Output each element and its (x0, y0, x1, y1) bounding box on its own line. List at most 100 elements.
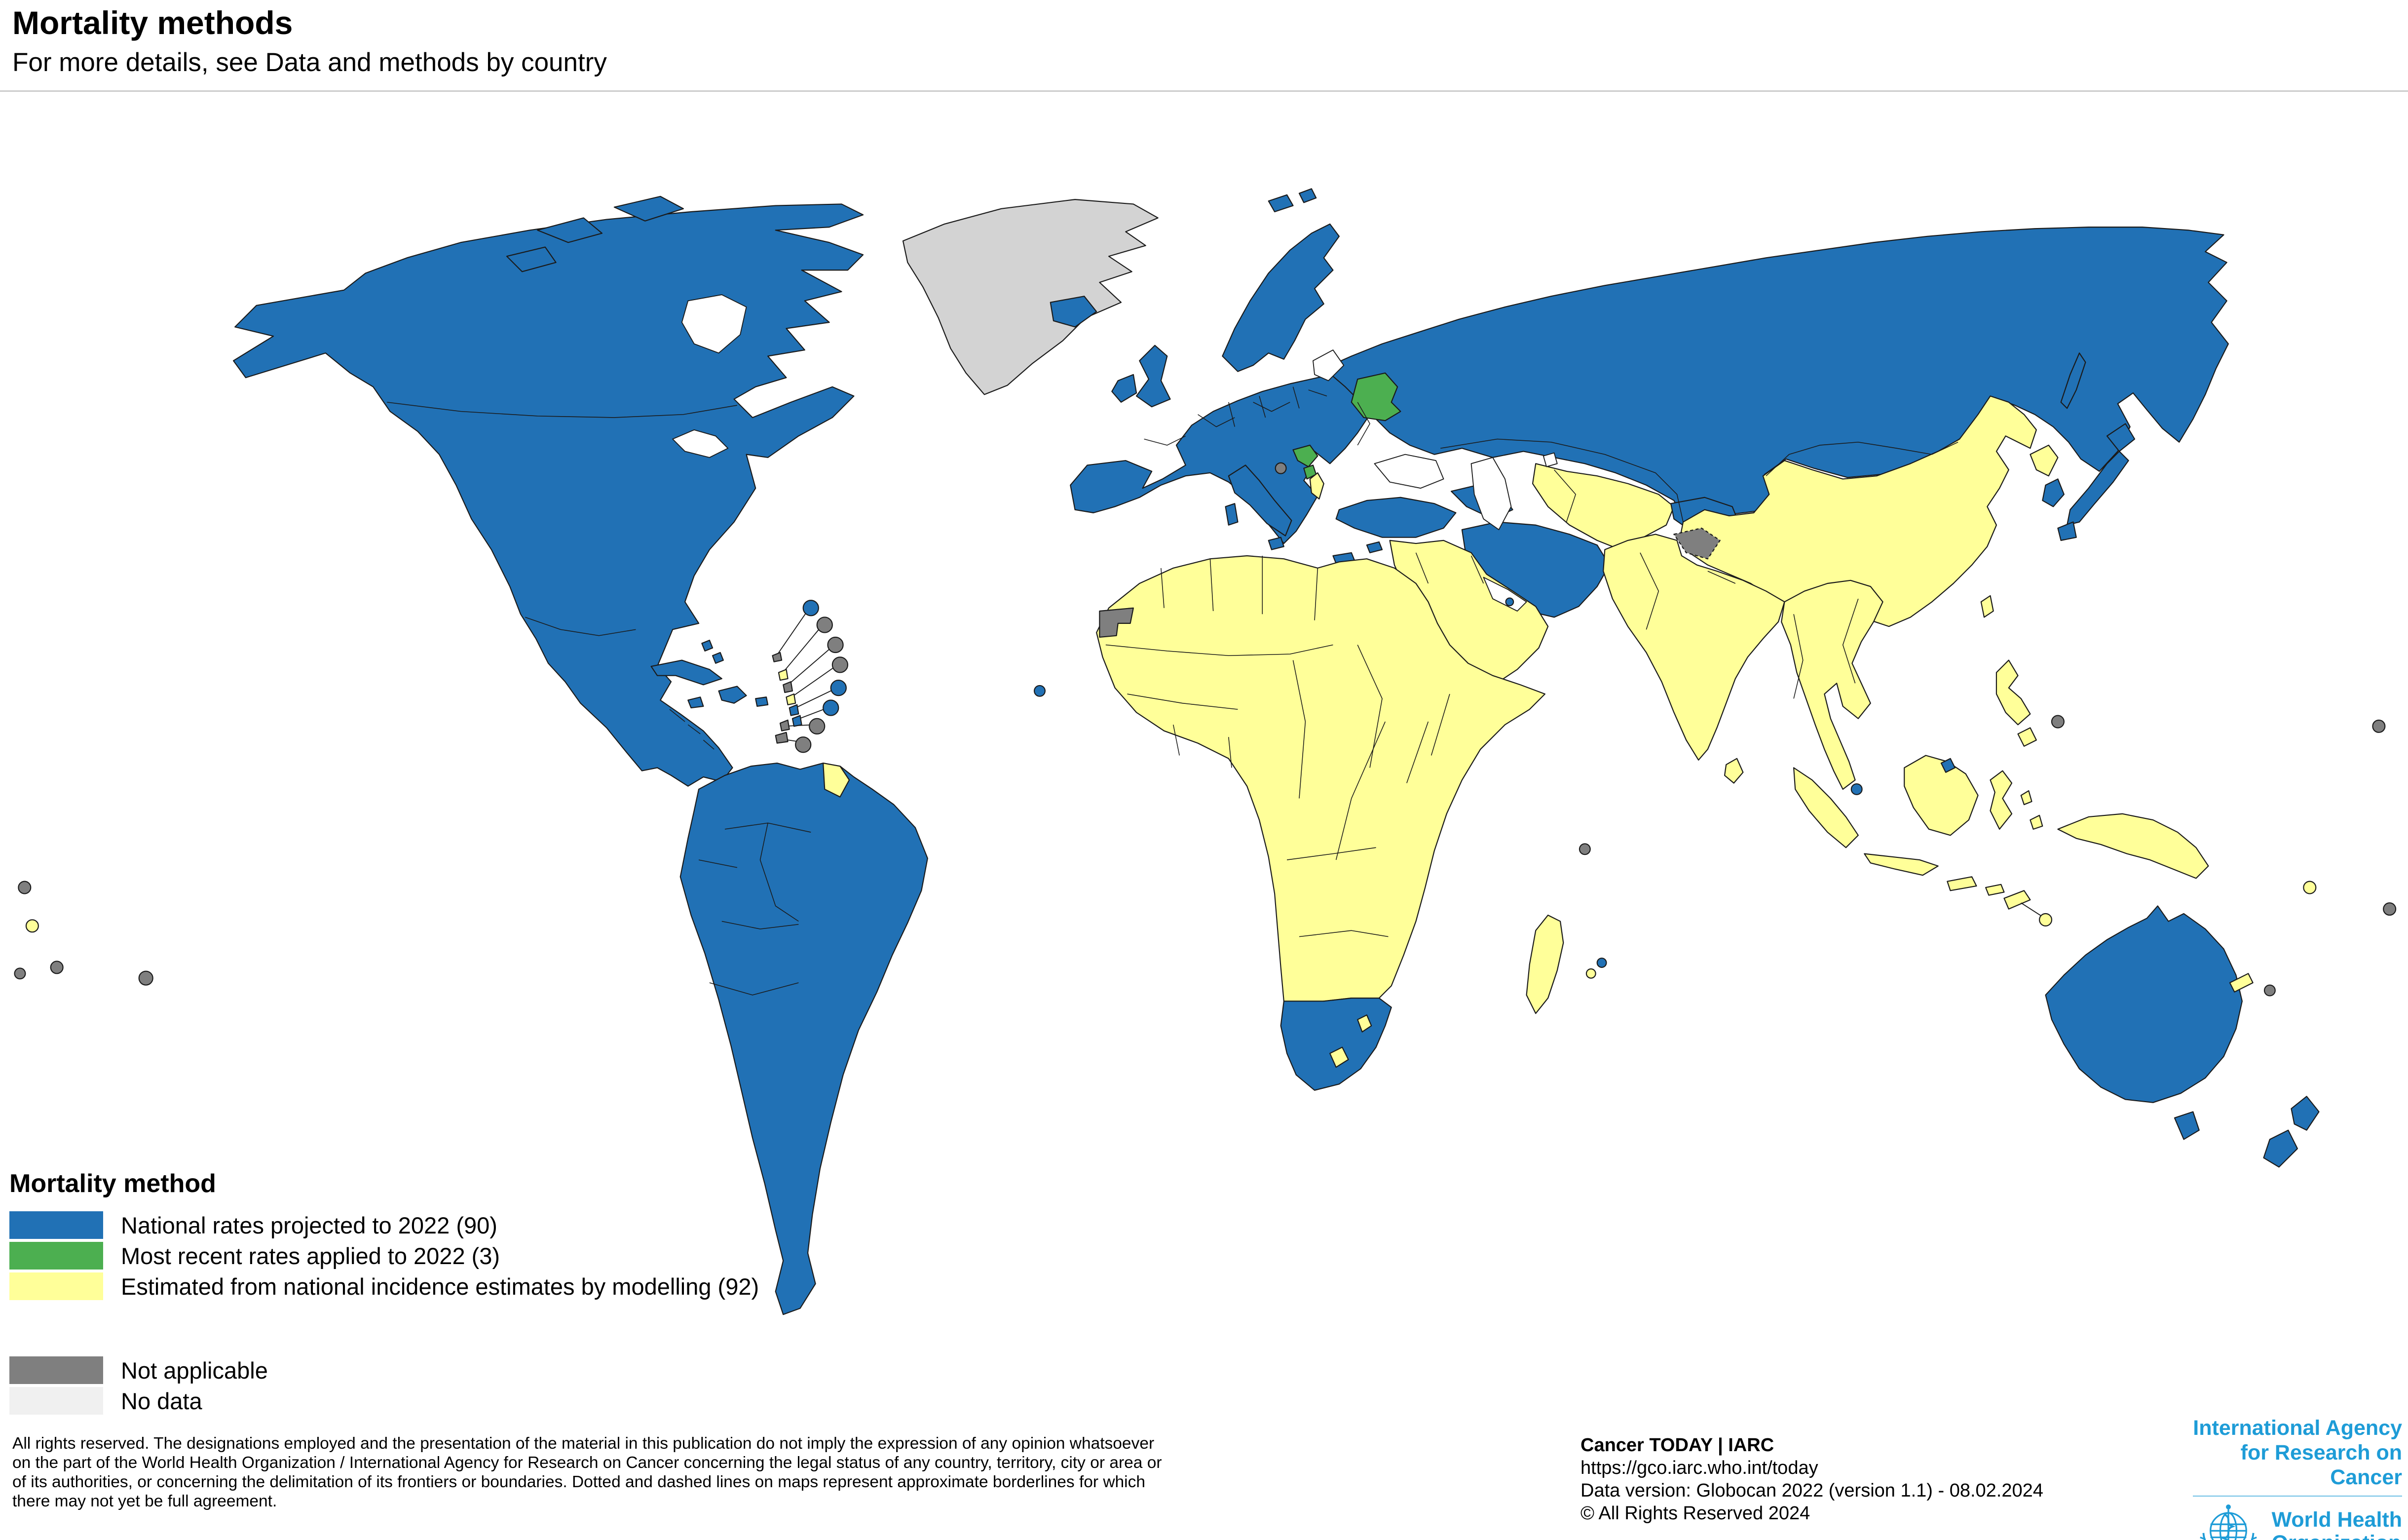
island-shape[interactable] (791, 715, 802, 727)
country-shape[interactable] (506, 246, 557, 272)
island-marker[interactable] (1596, 958, 1607, 968)
island-marker[interactable] (1850, 783, 1863, 795)
country-shape[interactable] (1268, 537, 1284, 550)
country-shape[interactable] (1280, 998, 1392, 1091)
country-shape[interactable] (1980, 595, 1994, 618)
country-shape[interactable] (1904, 755, 1979, 836)
island-marker[interactable] (795, 736, 812, 753)
country-shape[interactable] (2291, 1096, 2320, 1131)
country-shape[interactable] (718, 686, 747, 704)
island-marker[interactable] (816, 616, 833, 633)
country-shape[interactable] (1947, 876, 1977, 891)
country-shape[interactable] (1225, 503, 1239, 526)
country-shape[interactable] (712, 652, 724, 664)
island-shape[interactable] (779, 719, 790, 732)
island-marker[interactable] (1585, 968, 1596, 979)
island-marker[interactable] (2383, 902, 2397, 916)
island-marker[interactable] (14, 967, 26, 980)
world-choropleth-map[interactable] (0, 184, 2408, 1382)
country-shape[interactable] (2060, 352, 2086, 409)
country-shape[interactable] (2106, 423, 2136, 452)
country-shape[interactable] (2003, 890, 2031, 910)
island-marker[interactable] (831, 656, 849, 673)
island-marker[interactable] (809, 718, 826, 735)
country-shape-western-sahara[interactable] (1099, 607, 1134, 638)
country-shape[interactable] (2174, 1111, 2200, 1140)
island-marker[interactable] (823, 699, 839, 716)
country-shape[interactable] (1228, 464, 1292, 537)
attribution-url[interactable]: https://gco.iarc.who.int/today (1580, 1458, 1818, 1478)
attribution-source: Cancer TODAY | IARC (1580, 1435, 1774, 1456)
country-shape[interactable] (701, 640, 714, 652)
island-marker[interactable] (2372, 719, 2386, 733)
country-shape[interactable] (1111, 374, 1137, 403)
island-shape[interactable] (789, 704, 799, 716)
island-marker[interactable] (18, 881, 32, 894)
country-shape[interactable] (679, 762, 928, 1315)
island-marker[interactable] (802, 600, 819, 616)
country-shape[interactable] (2030, 814, 2043, 830)
island-marker[interactable] (1275, 462, 1287, 474)
island-shape[interactable] (783, 681, 793, 693)
island-shape[interactable] (775, 732, 789, 744)
country-shape-belarus[interactable] (1351, 372, 1401, 422)
country-shape-eswatini[interactable] (1357, 1014, 1372, 1033)
country-shape[interactable] (1335, 497, 1457, 538)
country-shape[interactable] (1050, 296, 1097, 328)
island-marker[interactable] (2263, 984, 2276, 997)
island-marker[interactable] (1579, 843, 1591, 855)
island-marker[interactable] (1034, 685, 1046, 697)
country-shape[interactable] (2229, 973, 2254, 993)
country-shape-brunei[interactable] (1940, 758, 1956, 773)
country-shape[interactable] (2042, 478, 2065, 507)
country-shape-lesotho[interactable] (1329, 1046, 1349, 1068)
island-shape[interactable] (772, 652, 783, 662)
island-marker[interactable] (50, 961, 64, 974)
island-marker[interactable] (2051, 715, 2065, 729)
country-shape-albania[interactable] (1309, 472, 1324, 500)
country-shape[interactable] (755, 696, 769, 707)
country-shape[interactable] (1526, 915, 1564, 1014)
country-shape[interactable] (650, 659, 722, 686)
country-shape-greenland[interactable] (902, 199, 1159, 395)
island-shape[interactable] (778, 669, 789, 681)
island-marker[interactable] (2303, 881, 2317, 894)
country-shape[interactable] (1781, 579, 1883, 790)
country-shape[interactable] (2057, 521, 2077, 541)
island-marker[interactable] (827, 636, 844, 654)
country-shape[interactable] (2057, 813, 2209, 879)
country-shape[interactable] (1990, 770, 2013, 830)
country-shape[interactable] (232, 203, 864, 787)
country-shape[interactable] (1864, 853, 1939, 876)
country-shape[interactable] (1724, 758, 1744, 784)
region-shape-kashmir[interactable] (1673, 527, 1721, 560)
country-shape[interactable] (2017, 727, 2037, 747)
country-shape[interactable] (1222, 223, 1340, 372)
island-marker[interactable] (1505, 597, 1514, 607)
country-shape-australia[interactable] (2045, 905, 2243, 1103)
country-shape[interactable] (823, 762, 850, 798)
country-shape-russia[interactable] (1323, 227, 2229, 521)
island-marker[interactable] (2038, 913, 2053, 926)
country-shape[interactable] (2020, 790, 2032, 806)
country-shape[interactable] (1070, 368, 1391, 544)
country-shape[interactable] (1135, 345, 1171, 408)
country-shape[interactable] (537, 217, 603, 243)
country-shape-africa[interactable] (1096, 555, 1546, 1005)
country-shape[interactable] (1995, 659, 2031, 726)
country-shape[interactable] (2263, 1129, 2298, 1168)
country-shape[interactable] (2030, 444, 2059, 477)
island-marker[interactable] (138, 970, 153, 986)
country-shape[interactable] (613, 195, 684, 222)
country-shape[interactable] (1366, 541, 1383, 553)
island-shape[interactable] (786, 693, 796, 705)
island-marker[interactable] (830, 679, 847, 696)
country-shape[interactable] (1298, 188, 1317, 203)
country-shape[interactable] (1793, 767, 1859, 848)
country-shape[interactable] (1985, 884, 2005, 896)
country-shape[interactable] (687, 696, 704, 709)
country-shape[interactable] (1268, 194, 1294, 213)
country-shape-india[interactable] (1603, 534, 1785, 761)
island-marker[interactable] (25, 919, 39, 933)
country-shape-bosnia[interactable] (1292, 444, 1318, 467)
